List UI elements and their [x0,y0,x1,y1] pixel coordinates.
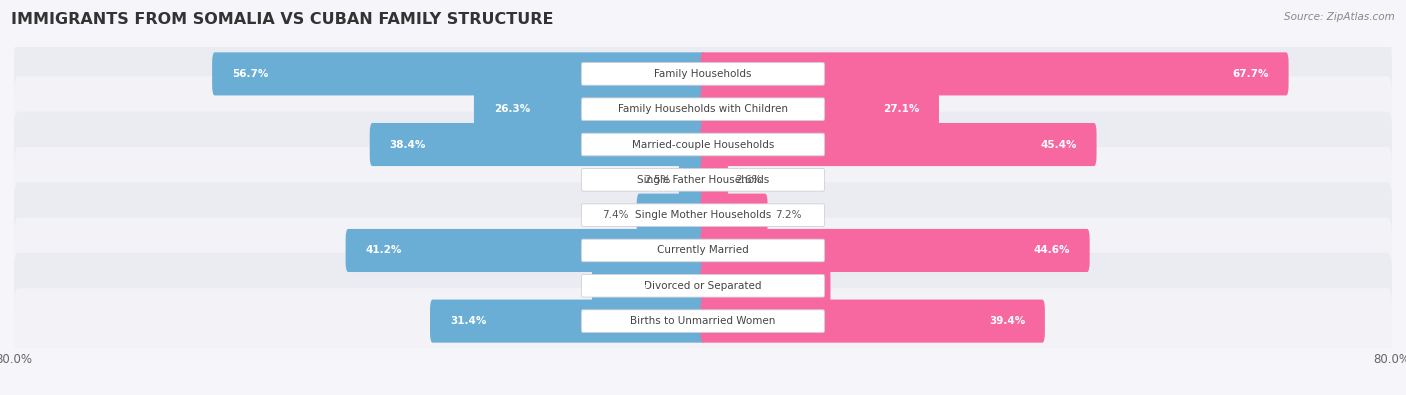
Text: 12.6%: 12.6% [612,281,648,291]
Text: Currently Married: Currently Married [657,245,749,256]
FancyBboxPatch shape [370,123,706,166]
FancyBboxPatch shape [14,41,1392,107]
Text: Family Households with Children: Family Households with Children [619,104,787,114]
Text: 2.6%: 2.6% [735,175,762,185]
FancyBboxPatch shape [582,239,824,262]
Text: IMMIGRANTS FROM SOMALIA VS CUBAN FAMILY STRUCTURE: IMMIGRANTS FROM SOMALIA VS CUBAN FAMILY … [11,12,554,27]
FancyBboxPatch shape [346,229,706,272]
FancyBboxPatch shape [582,275,824,297]
Text: 26.3%: 26.3% [494,104,530,114]
FancyBboxPatch shape [14,147,1392,213]
Text: 31.4%: 31.4% [450,316,486,326]
FancyBboxPatch shape [14,253,1392,319]
Text: Source: ZipAtlas.com: Source: ZipAtlas.com [1284,12,1395,22]
Text: 38.4%: 38.4% [389,139,426,150]
Text: 7.4%: 7.4% [602,210,628,220]
FancyBboxPatch shape [582,98,824,120]
FancyBboxPatch shape [14,76,1392,142]
FancyBboxPatch shape [582,204,824,226]
FancyBboxPatch shape [474,88,706,131]
FancyBboxPatch shape [679,158,706,201]
FancyBboxPatch shape [700,229,1090,272]
FancyBboxPatch shape [14,218,1392,283]
FancyBboxPatch shape [582,169,824,191]
FancyBboxPatch shape [582,133,824,156]
Text: Divorced or Separated: Divorced or Separated [644,281,762,291]
FancyBboxPatch shape [212,53,706,96]
Text: Births to Unmarried Women: Births to Unmarried Women [630,316,776,326]
FancyBboxPatch shape [592,264,706,307]
Text: 7.2%: 7.2% [775,210,801,220]
Text: 27.1%: 27.1% [883,104,920,114]
Text: 56.7%: 56.7% [232,69,269,79]
FancyBboxPatch shape [700,123,1097,166]
FancyBboxPatch shape [700,158,728,201]
FancyBboxPatch shape [700,53,1289,96]
FancyBboxPatch shape [700,194,768,237]
Text: Single Mother Households: Single Mother Households [636,210,770,220]
FancyBboxPatch shape [14,182,1392,248]
Text: 45.4%: 45.4% [1040,139,1077,150]
Text: Family Households: Family Households [654,69,752,79]
Text: 39.4%: 39.4% [988,316,1025,326]
FancyBboxPatch shape [582,62,824,85]
FancyBboxPatch shape [14,112,1392,177]
FancyBboxPatch shape [430,299,706,342]
FancyBboxPatch shape [14,288,1392,354]
Text: Single Father Households: Single Father Households [637,175,769,185]
Text: 2.5%: 2.5% [644,175,671,185]
FancyBboxPatch shape [582,310,824,333]
Text: Married-couple Households: Married-couple Households [631,139,775,150]
FancyBboxPatch shape [637,194,706,237]
FancyBboxPatch shape [700,88,939,131]
FancyBboxPatch shape [700,264,831,307]
Text: 14.5%: 14.5% [775,281,811,291]
Text: 44.6%: 44.6% [1033,245,1070,256]
Text: 41.2%: 41.2% [366,245,402,256]
FancyBboxPatch shape [700,299,1045,342]
Text: 67.7%: 67.7% [1232,69,1268,79]
